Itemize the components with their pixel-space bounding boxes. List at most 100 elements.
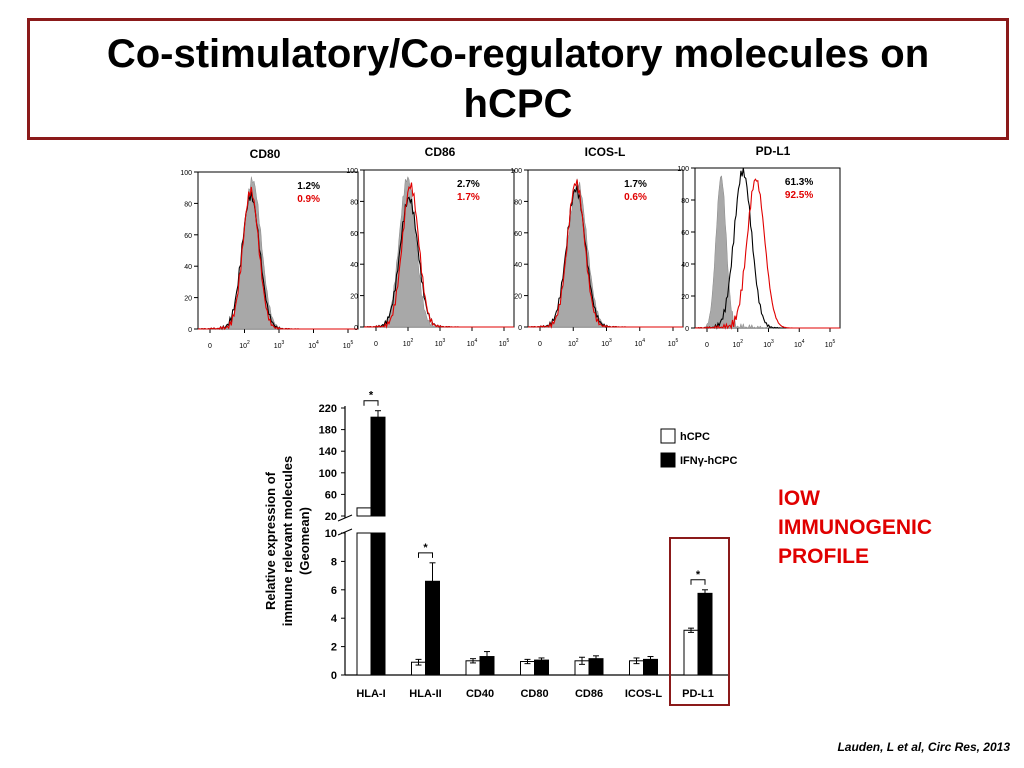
y-tick-label: 60 xyxy=(514,231,522,238)
ifng-hcpc-histogram xyxy=(197,186,358,331)
y-tick-label: 100 xyxy=(180,170,192,177)
x-tick-exponent: 5 xyxy=(676,338,679,344)
bar-group-pd-l1: PD-L1 * xyxy=(682,569,714,700)
x-tick-label: 104 xyxy=(634,338,645,348)
bar-hCPC xyxy=(683,629,699,676)
slide-title: Co-stimulatory/Co-regulatory molecules o… xyxy=(106,32,930,126)
significance-star: * xyxy=(696,569,701,581)
percent-hcpc: 2.7% xyxy=(457,179,480,190)
panel-title: CD86 xyxy=(425,145,456,159)
percent-ifng-hcpc: 0.6% xyxy=(624,192,647,203)
bar-hCPC xyxy=(356,507,372,517)
plot-frame xyxy=(527,169,684,328)
y-tick-label: 20 xyxy=(514,294,522,301)
annotation-line-2: IMMUNOGENIC xyxy=(778,516,932,539)
x-tick-label: 103 xyxy=(601,338,612,348)
y-tick-label: 0 xyxy=(518,325,522,332)
x-tick-exponent: 3 xyxy=(771,339,774,345)
histogram-panel-pd-l1: PD-L1 0 20 40 60 80 100 0 102 103 104 105 61.3% 92.5% xyxy=(677,144,841,349)
x-tick-label: 104 xyxy=(308,340,319,350)
y-tick-label: 80 xyxy=(681,198,689,205)
y-axis-label-line: (Geomean) xyxy=(297,507,312,575)
bar-group-icos-l: ICOS-L xyxy=(625,656,662,700)
x-tick-label: 105 xyxy=(668,338,679,348)
x-tick-exponent: 5 xyxy=(351,340,354,346)
category-label: CD40 xyxy=(466,688,494,700)
x-tick-exponent: 4 xyxy=(802,339,805,345)
ifng-hcpc-histogram xyxy=(694,178,840,330)
legend: hCPC IFNγ-hCPC xyxy=(660,428,738,468)
percent-ifng-hcpc: 0.9% xyxy=(297,194,320,205)
x-tick-exponent: 3 xyxy=(609,338,612,344)
significance-bracket xyxy=(418,552,433,558)
y-axis-label-line: Relative expression of xyxy=(263,471,278,610)
y-tick-label: 20 xyxy=(350,294,358,301)
x-tick-exponent: 3 xyxy=(443,338,446,344)
x-tick-exponent: 4 xyxy=(475,338,478,344)
y-tick-label: 80 xyxy=(184,201,192,208)
bar-group-cd86: CD86 xyxy=(574,655,604,700)
x-tick-exponent: 3 xyxy=(282,340,285,346)
significance-star: * xyxy=(369,390,374,402)
legend-swatch-0 xyxy=(660,428,676,444)
bar-group-cd80: CD80 xyxy=(520,657,549,700)
annotation-line-1: lOW xyxy=(778,487,820,510)
x-tick-exponent: 2 xyxy=(740,339,743,345)
bar-hCPC-lower xyxy=(356,532,372,676)
legend-label-1: IFNγ-hCPC xyxy=(680,455,738,467)
x-tick-exponent: 5 xyxy=(833,339,836,345)
y-tick-label-lower: 6 xyxy=(331,585,337,597)
annotation-line-3: PROFILE xyxy=(778,545,870,568)
y-tick-label: 80 xyxy=(350,199,358,206)
x-tick-label: 102 xyxy=(732,339,743,349)
y-tick-label: 40 xyxy=(350,262,358,269)
y-tick-label-lower: 8 xyxy=(331,556,337,568)
x-tick-exponent: 4 xyxy=(316,340,319,346)
y-tick-label: 100 xyxy=(346,168,358,175)
x-tick-label: 103 xyxy=(763,339,774,349)
bar-group-cd40: CD40 xyxy=(465,651,495,700)
y-tick-label: 40 xyxy=(681,262,689,269)
y-tick-label: 60 xyxy=(681,230,689,237)
x-tick-label: 0 xyxy=(374,341,378,348)
x-tick-exponent: 5 xyxy=(507,338,510,344)
bar-IFNγ-hCPC-lower xyxy=(370,532,386,676)
panel-title: CD80 xyxy=(250,147,281,161)
annotation-low-immunogenic: lOW IMMUNOGENIC PROFILE xyxy=(778,484,932,571)
x-tick-label: 0 xyxy=(705,342,709,349)
x-tick-label: 104 xyxy=(794,339,805,349)
y-tick-label: 40 xyxy=(514,262,522,269)
y-tick-label-upper: 60 xyxy=(325,489,337,501)
axis-break-mark xyxy=(337,528,353,536)
y-tick-label-lower: 2 xyxy=(331,642,337,654)
category-label: HLA-I xyxy=(356,688,385,700)
panel-title: ICOS-L xyxy=(585,145,626,159)
highlight-box-pd-l1 xyxy=(669,537,730,706)
y-tick-label-upper: 20 xyxy=(325,511,337,523)
y-tick-label: 0 xyxy=(685,326,689,333)
bar-group-hla-i: HLA-I * xyxy=(356,390,385,700)
y-tick-label: 100 xyxy=(677,166,689,173)
y-tick-label-upper: 180 xyxy=(319,425,337,437)
y-axis-label-line: immune relevant molecules xyxy=(280,456,295,627)
x-tick-label: 104 xyxy=(467,338,478,348)
ifng-hcpc-histogram xyxy=(527,179,683,329)
x-tick-exponent: 4 xyxy=(642,338,645,344)
y-tick-label-upper: 100 xyxy=(319,468,337,480)
panel-title: PD-L1 xyxy=(756,144,791,158)
percent-ifng-hcpc: 1.7% xyxy=(457,192,480,203)
y-tick-label: 100 xyxy=(510,168,522,175)
significance-bracket xyxy=(363,400,379,406)
histogram-panel-cd86: CD86 0 20 40 60 80 100 0 102 103 104 105 2.7% 1.7% xyxy=(346,145,515,348)
legend-label-0: hCPC xyxy=(680,431,710,443)
y-tick-label: 80 xyxy=(514,199,522,206)
category-label: HLA-II xyxy=(409,688,441,700)
significance-star: * xyxy=(423,542,428,554)
bar-group-hla-ii: HLA-II * xyxy=(409,542,441,700)
x-tick-label: 0 xyxy=(208,343,212,350)
y-tick-label-upper: 140 xyxy=(319,446,337,458)
x-tick-exponent: 2 xyxy=(576,338,579,344)
x-tick-label: 102 xyxy=(403,338,414,348)
y-tick-label-lower: 10 xyxy=(325,528,337,540)
